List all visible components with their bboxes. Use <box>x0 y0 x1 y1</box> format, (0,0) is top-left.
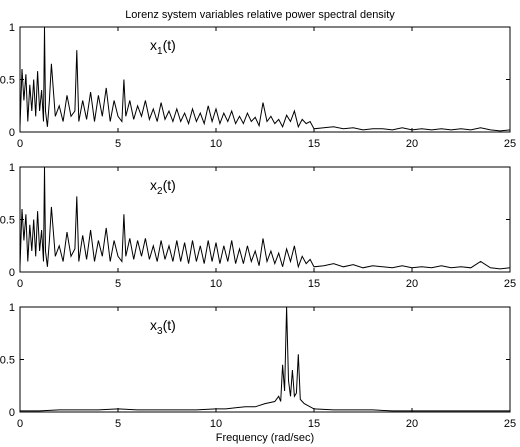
subplot-2: 0 5 10 15 20 25 0 0.5 1 x2(t) <box>0 162 516 290</box>
figure-title: Lorenz system variables relative power s… <box>125 9 395 21</box>
x-tick-label: 5 <box>115 418 121 430</box>
subplot-1: 0 5 10 15 20 25 0 0.5 1 x1(t) <box>0 22 516 150</box>
x-tick-label: 5 <box>115 278 121 290</box>
x-tick-label: 25 <box>504 138 516 150</box>
psd-series-line <box>19 26 511 132</box>
series-label: x1(t) <box>150 37 176 57</box>
subplot-3: 0 5 10 15 20 25 0 0.5 1 x3(t) <box>0 302 516 430</box>
axes-frame <box>19 306 511 413</box>
x-tick-label: 5 <box>115 138 121 150</box>
x-tick-label: 20 <box>406 138 418 150</box>
x-tick-label: 10 <box>210 278 222 290</box>
x-tick-label: 0 <box>17 278 23 290</box>
x-tick-label: 25 <box>504 418 516 430</box>
psd-series-line <box>19 166 511 270</box>
x-tick-label: 10 <box>210 138 222 150</box>
x-tick-label: 25 <box>504 278 516 290</box>
y-tick-label: 0 <box>9 267 15 279</box>
series-label: x2(t) <box>150 177 176 197</box>
y-tick-label: 1 <box>9 302 15 314</box>
y-tick-label: 0.5 <box>0 75 15 87</box>
series-label: x3(t) <box>150 317 176 337</box>
x-tick-label: 10 <box>210 418 222 430</box>
psd-series-line <box>20 306 510 412</box>
x-tick-label: 15 <box>308 278 320 290</box>
x-tick-label: 15 <box>308 138 320 150</box>
x-tick-label: 20 <box>406 418 418 430</box>
y-tick-label: 0 <box>9 407 15 419</box>
y-tick-label: 0 <box>9 127 15 139</box>
x-tick-label: 20 <box>406 278 418 290</box>
y-tick-label: 0.5 <box>0 215 15 227</box>
y-tick-label: 1 <box>9 162 15 174</box>
y-tick-label: 0.5 <box>0 355 15 367</box>
x-tick-label: 0 <box>17 138 23 150</box>
x-tick-label: 0 <box>17 418 23 430</box>
x-axis-label: Frequency (rad/sec) <box>216 432 314 444</box>
x-tick-label: 15 <box>308 418 320 430</box>
y-tick-label: 1 <box>9 22 15 34</box>
